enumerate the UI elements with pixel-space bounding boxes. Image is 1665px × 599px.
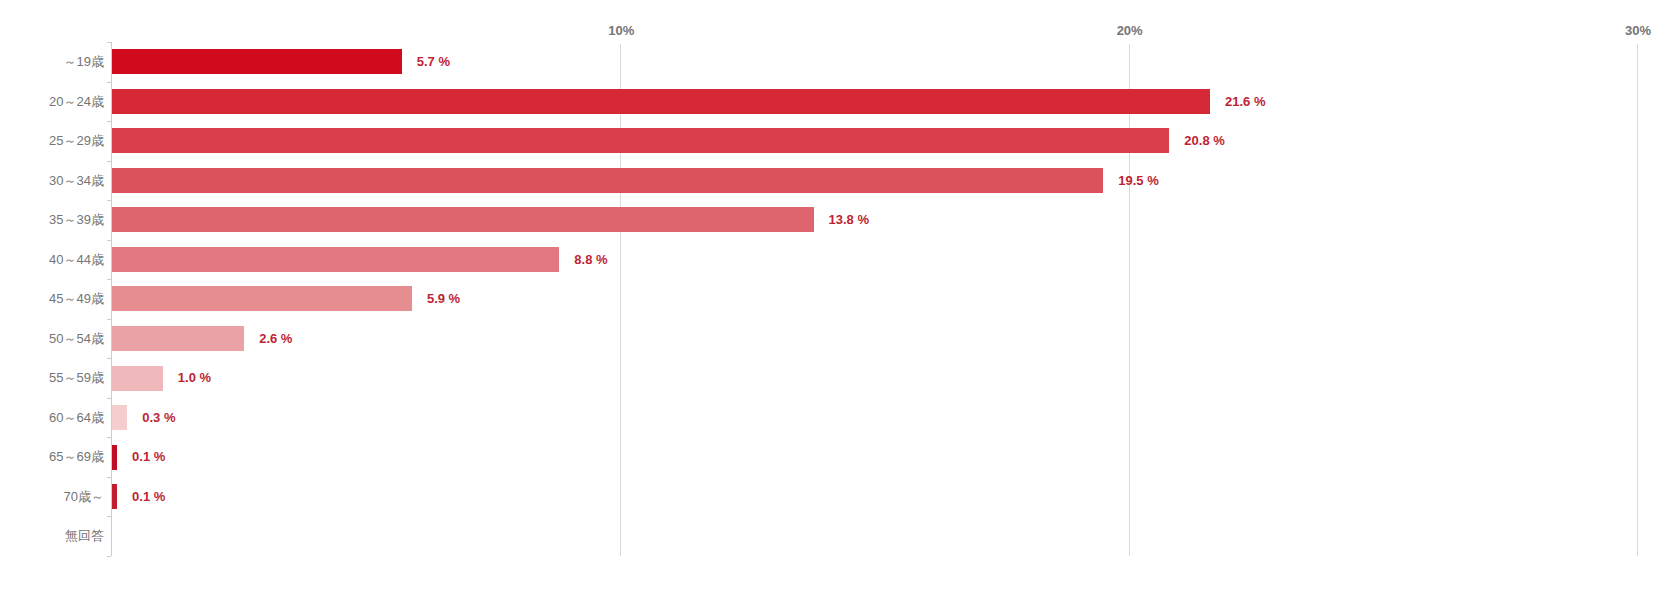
value-label: 8.8 % — [574, 240, 607, 280]
chart-row: 40～44歳 8.8 % — [112, 240, 1637, 280]
chart-row: 45～49歳 5.9 % — [112, 279, 1637, 319]
chart-row: 無回答 — [112, 516, 1637, 556]
bar — [112, 128, 1169, 153]
value-label: 19.5 % — [1118, 161, 1158, 201]
value-label: 0.1 % — [132, 477, 165, 517]
plot-area: 10%20%30% ～19歳 5.7 % 20～24歳 21.6 % 25～29… — [112, 42, 1637, 556]
chart-row: ～19歳 5.7 % — [112, 42, 1637, 82]
category-label: 55～59歳 — [0, 358, 104, 398]
category-label: 30～34歳 — [0, 161, 104, 201]
chart-row: 60～64歳 0.3 % — [112, 398, 1637, 438]
category-label: ～19歳 — [0, 42, 104, 82]
bar — [112, 207, 814, 232]
y-axis-tick-mark — [107, 161, 111, 162]
category-label: 60～64歳 — [0, 398, 104, 438]
y-axis-tick-mark — [107, 319, 111, 320]
value-label: 13.8 % — [829, 200, 869, 240]
bar — [112, 445, 117, 470]
y-axis-tick-mark — [107, 200, 111, 201]
category-label: 20～24歳 — [0, 82, 104, 122]
y-axis-tick-mark — [107, 398, 111, 399]
bar — [112, 326, 244, 351]
bar — [112, 286, 412, 311]
gridline — [1637, 44, 1638, 556]
chart-row: 65～69歳 0.1 % — [112, 437, 1637, 477]
chart-row: 35～39歳 13.8 % — [112, 200, 1637, 240]
age-distribution-bar-chart: 10% 20% 30% ～19歳 5.7 % 20～24歳 21.6 % 25～29… — [0, 0, 1665, 599]
category-label: 35～39歳 — [0, 200, 104, 240]
x-axis-tick-label: 10% — [608, 23, 634, 38]
y-axis-tick-mark — [107, 82, 111, 83]
chart-row: 20～24歳 21.6 % — [112, 82, 1637, 122]
value-label: 0.3 % — [142, 398, 175, 438]
value-label: 0.1 % — [132, 437, 165, 477]
y-axis-tick-mark — [107, 279, 111, 280]
bar — [112, 89, 1210, 114]
category-label: 25～29歳 — [0, 121, 104, 161]
value-label: 2.6 % — [259, 319, 292, 359]
chart-row: 55～59歳 1.0 % — [112, 358, 1637, 398]
y-axis-tick-mark — [107, 556, 111, 557]
value-label: 1.0 % — [178, 358, 211, 398]
bar — [112, 366, 163, 391]
category-label: 65～69歳 — [0, 437, 104, 477]
category-label: 70歳～ — [0, 477, 104, 517]
x-axis-tick-label: 30% — [1625, 23, 1651, 38]
bar — [112, 405, 127, 430]
value-label: 5.9 % — [427, 279, 460, 319]
x-axis-tick-label: 20% — [1117, 23, 1143, 38]
bar — [112, 247, 559, 272]
chart-row: 30～34歳 19.5 % — [112, 161, 1637, 201]
y-axis-tick-mark — [107, 121, 111, 122]
value-label: 20.8 % — [1184, 121, 1224, 161]
category-label: 45～49歳 — [0, 279, 104, 319]
y-axis-tick-mark — [107, 42, 111, 43]
bar — [112, 484, 117, 509]
y-axis-tick-mark — [107, 437, 111, 438]
y-axis-tick-mark — [107, 358, 111, 359]
chart-row: 50～54歳 2.6 % — [112, 319, 1637, 359]
category-label: 40～44歳 — [0, 240, 104, 280]
category-label: 無回答 — [0, 516, 104, 556]
chart-row: 25～29歳 20.8 % — [112, 121, 1637, 161]
bar — [112, 168, 1103, 193]
bar — [112, 49, 402, 74]
y-axis-tick-mark — [107, 240, 111, 241]
chart-row: 70歳～ 0.1 % — [112, 477, 1637, 517]
y-axis-tick-mark — [107, 477, 111, 478]
value-label: 21.6 % — [1225, 82, 1265, 122]
y-axis-tick-mark — [107, 516, 111, 517]
value-label: 5.7 % — [417, 42, 450, 82]
category-label: 50～54歳 — [0, 319, 104, 359]
